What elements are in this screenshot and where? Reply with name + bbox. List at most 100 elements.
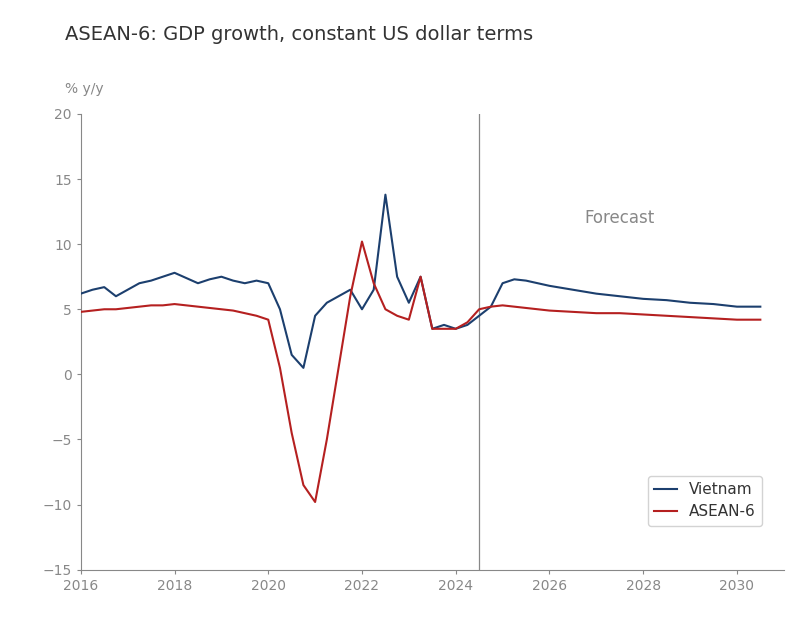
ASEAN-6 <box>474 306 484 313</box>
ASEAN-6 <box>146 301 156 309</box>
ASEAN-6 <box>240 310 250 317</box>
ASEAN-6 <box>486 303 496 310</box>
Vietnam <box>99 284 109 291</box>
ASEAN-6 <box>685 313 695 321</box>
ASEAN-6 <box>123 304 133 312</box>
Vietnam <box>299 364 309 372</box>
ASEAN-6 <box>217 306 226 313</box>
Vietnam <box>112 292 121 300</box>
Vietnam <box>415 273 425 280</box>
ASEAN-6 <box>498 301 507 309</box>
ASEAN-6 <box>135 303 145 310</box>
Vietnam <box>662 296 671 304</box>
Vietnam <box>217 273 226 280</box>
ASEAN-6 <box>615 310 625 317</box>
ASEAN-6 <box>193 303 203 310</box>
Vietnam <box>545 282 554 290</box>
Vietnam <box>287 351 297 359</box>
Vietnam <box>252 277 262 284</box>
Vietnam <box>240 279 250 287</box>
ASEAN-6 <box>357 238 367 246</box>
Vietnam <box>462 321 472 329</box>
Vietnam <box>334 292 343 300</box>
Vietnam <box>182 274 191 282</box>
ASEAN-6 <box>462 318 472 326</box>
ASEAN-6 <box>427 325 437 332</box>
Text: % y/y: % y/y <box>65 82 103 96</box>
Vietnam <box>591 290 601 298</box>
ASEAN-6 <box>205 304 215 312</box>
Vietnam <box>498 279 507 287</box>
Vietnam <box>88 286 98 294</box>
ASEAN-6 <box>299 481 309 489</box>
ASEAN-6 <box>310 498 320 506</box>
Vietnam <box>685 299 695 306</box>
ASEAN-6 <box>99 306 109 313</box>
Vietnam <box>732 303 742 310</box>
Vietnam <box>615 292 625 300</box>
Vietnam <box>368 286 378 294</box>
Vietnam <box>357 306 367 313</box>
ASEAN-6 <box>170 300 179 308</box>
ASEAN-6 <box>533 306 543 313</box>
ASEAN-6 <box>732 316 742 323</box>
ASEAN-6 <box>439 325 448 332</box>
Vietnam <box>755 303 765 310</box>
ASEAN-6 <box>252 312 262 320</box>
ASEAN-6 <box>451 325 461 332</box>
ASEAN-6 <box>88 307 98 315</box>
ASEAN-6 <box>263 316 273 323</box>
Vietnam <box>310 312 320 320</box>
Vietnam <box>521 277 531 284</box>
Vietnam <box>123 286 133 294</box>
Vietnam <box>381 191 390 199</box>
ASEAN-6 <box>381 306 390 313</box>
Vietnam <box>263 279 273 287</box>
Vietnam <box>322 299 332 306</box>
ASEAN-6 <box>591 310 601 317</box>
Vietnam <box>709 300 718 308</box>
ASEAN-6 <box>229 307 238 315</box>
ASEAN-6 <box>276 364 285 372</box>
ASEAN-6 <box>287 429 297 437</box>
Vietnam <box>392 273 402 280</box>
ASEAN-6 <box>322 436 332 443</box>
Vietnam <box>510 275 520 283</box>
Vietnam <box>276 306 285 313</box>
ASEAN-6 <box>709 315 718 322</box>
Vietnam <box>474 312 484 320</box>
ASEAN-6 <box>112 306 121 313</box>
Vietnam <box>451 325 461 332</box>
Vietnam <box>533 279 543 287</box>
Vietnam <box>170 269 179 277</box>
Line: ASEAN-6: ASEAN-6 <box>81 242 760 502</box>
Line: Vietnam: Vietnam <box>81 195 760 368</box>
Vietnam <box>146 277 156 284</box>
ASEAN-6 <box>568 308 578 316</box>
Vietnam <box>205 275 215 283</box>
Vietnam <box>568 286 578 294</box>
Vietnam <box>229 277 238 284</box>
Vietnam <box>404 299 414 306</box>
ASEAN-6 <box>368 279 378 287</box>
Vietnam <box>638 295 648 303</box>
Vietnam <box>76 290 86 298</box>
ASEAN-6 <box>521 304 531 312</box>
Text: Forecast: Forecast <box>585 209 654 227</box>
ASEAN-6 <box>76 308 86 316</box>
ASEAN-6 <box>755 316 765 323</box>
ASEAN-6 <box>545 307 554 315</box>
ASEAN-6 <box>638 311 648 318</box>
ASEAN-6 <box>392 312 402 320</box>
Vietnam <box>135 279 145 287</box>
ASEAN-6 <box>334 364 343 372</box>
Vietnam <box>427 325 437 332</box>
ASEAN-6 <box>158 301 168 309</box>
ASEAN-6 <box>662 312 671 320</box>
ASEAN-6 <box>404 316 414 323</box>
ASEAN-6 <box>510 303 520 310</box>
Vietnam <box>158 273 168 280</box>
Vietnam <box>439 321 448 329</box>
ASEAN-6 <box>182 301 191 309</box>
ASEAN-6 <box>415 273 425 280</box>
